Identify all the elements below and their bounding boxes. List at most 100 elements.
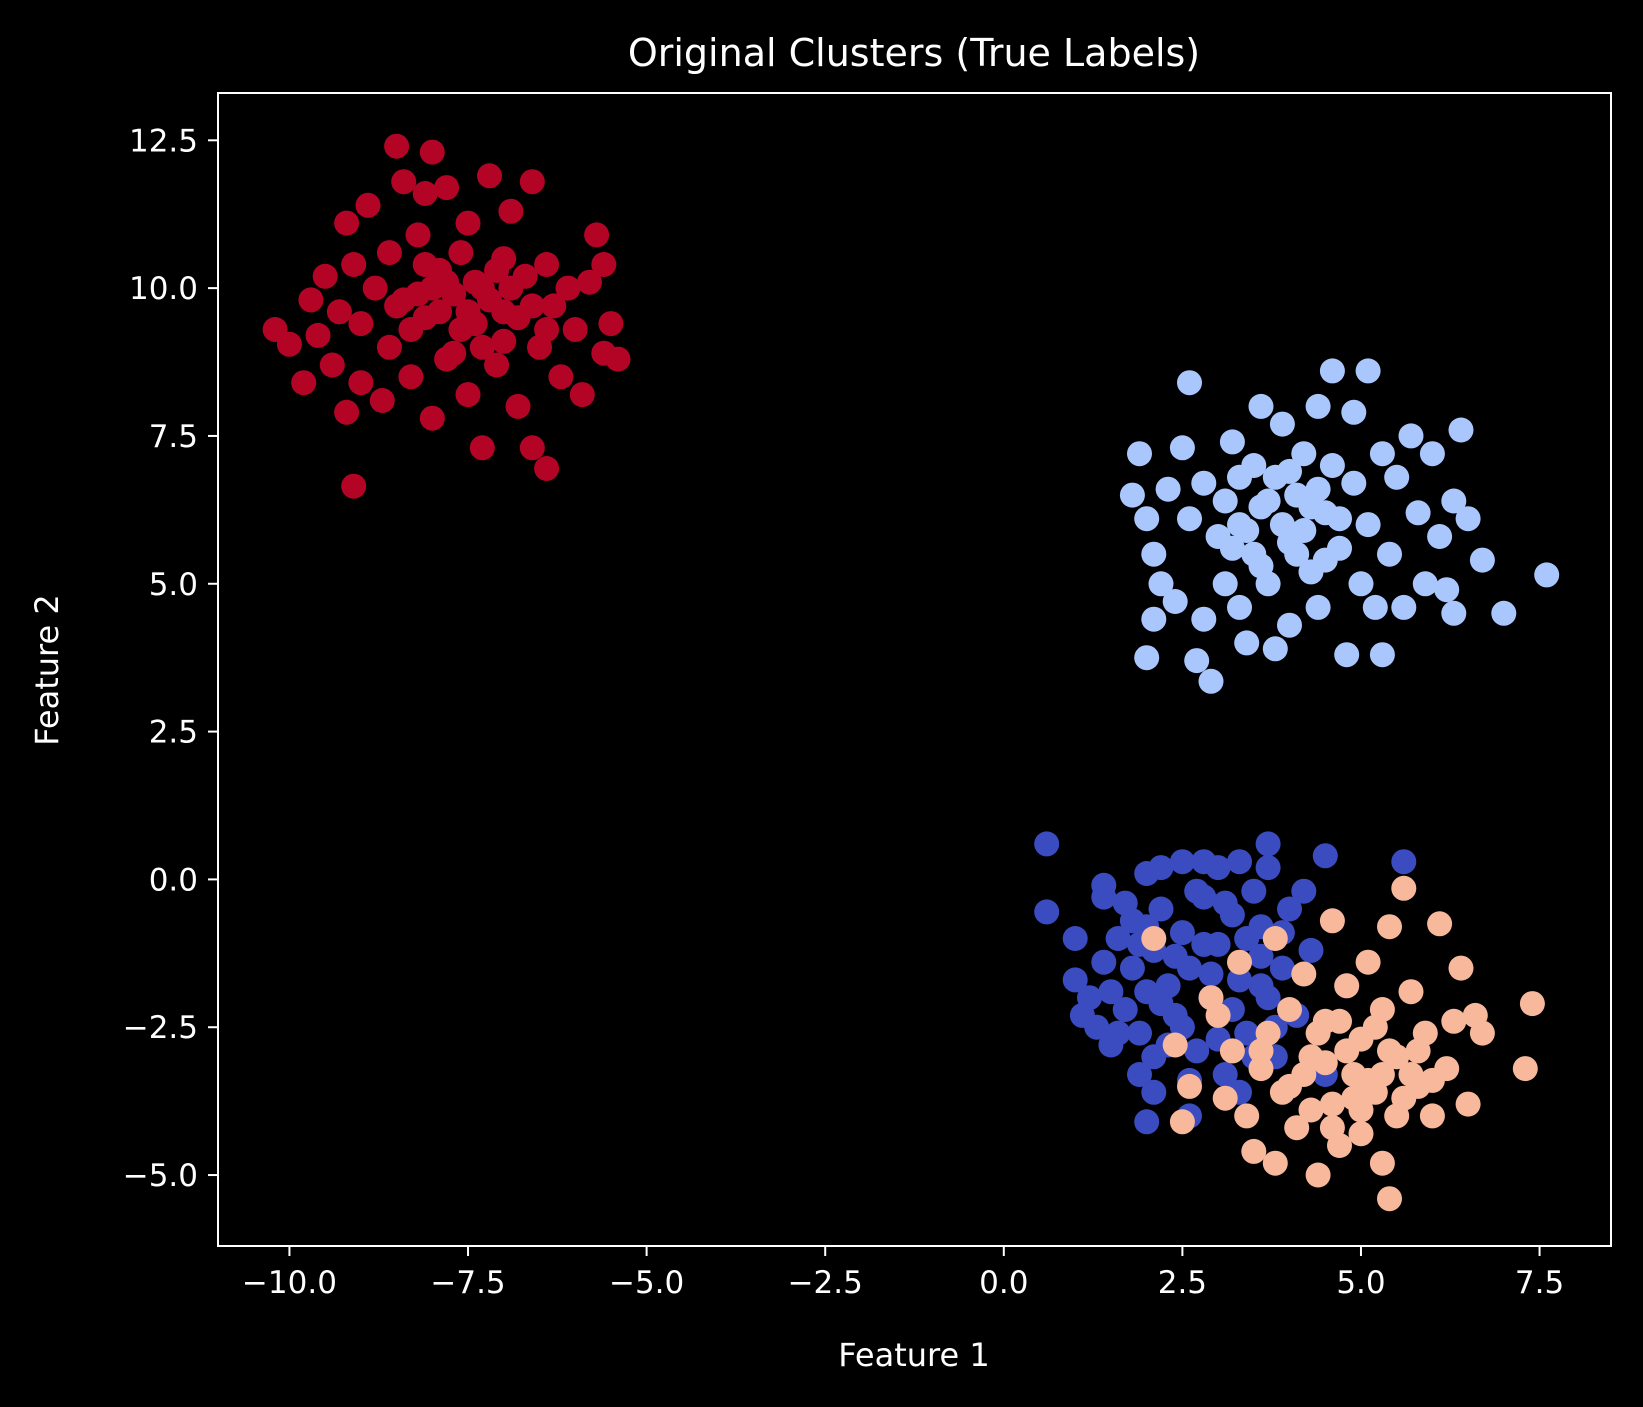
scatter-point	[1341, 399, 1367, 425]
scatter-point	[1362, 594, 1388, 620]
scatter-point	[1291, 961, 1317, 987]
x-tick-label: 5.0	[1336, 1265, 1385, 1301]
scatter-point	[1141, 606, 1167, 632]
scatter-point	[1391, 594, 1417, 620]
scatter-point	[1398, 1062, 1424, 1087]
scatter-point	[1141, 541, 1167, 567]
scatter-point	[1205, 855, 1231, 881]
scatter-point	[1248, 943, 1274, 969]
x-tick-label: 0.0	[979, 1265, 1028, 1301]
scatter-point	[1148, 571, 1174, 597]
x-tick-label: −10.0	[242, 1265, 337, 1301]
scatter-point	[341, 473, 367, 499]
scatter-point	[1227, 849, 1252, 875]
y-tick-label: 5.0	[149, 567, 198, 603]
scatter-point	[577, 269, 602, 295]
scatter-point	[405, 281, 431, 307]
scatter-point	[1419, 1067, 1445, 1093]
scatter-point	[341, 252, 367, 277]
scatter-point	[1262, 636, 1288, 662]
scatter-point	[1512, 1056, 1538, 1082]
scatter-point	[1405, 500, 1431, 526]
scatter-point	[1262, 1150, 1288, 1176]
scatter-point	[1434, 577, 1460, 603]
scatter-point	[1212, 1085, 1238, 1111]
scatter-point	[448, 240, 474, 266]
scatter-point	[1298, 494, 1324, 520]
scatter-point	[1441, 1008, 1467, 1034]
scatter-point	[1198, 668, 1224, 694]
scatter-point	[1455, 506, 1481, 532]
scatter-point	[1234, 518, 1260, 543]
scatter-point	[1298, 1097, 1324, 1123]
scatter-point	[1034, 831, 1060, 857]
x-tick-label: 2.5	[1158, 1265, 1207, 1301]
scatter-point	[405, 222, 431, 248]
scatter-point	[1219, 429, 1245, 455]
y-tick-label: −5.0	[123, 1158, 198, 1194]
scatter-point	[1334, 973, 1360, 999]
scatter-point	[1312, 547, 1338, 573]
scatter-point	[1191, 931, 1217, 957]
scatter-point	[1241, 878, 1267, 904]
scatter-point	[1391, 1085, 1417, 1111]
scatter-point	[1291, 441, 1317, 467]
scatter-point	[1169, 435, 1195, 461]
scatter-point	[1141, 926, 1167, 951]
scatter-point	[1212, 1062, 1238, 1087]
scatter-point	[391, 169, 417, 195]
scatter-point	[1212, 890, 1238, 916]
scatter-point	[1062, 926, 1088, 951]
scatter-point	[1134, 1109, 1160, 1135]
scatter-point	[462, 269, 488, 295]
scatter-point	[1334, 642, 1360, 668]
scatter-point	[376, 334, 402, 360]
scatter-point	[1369, 642, 1395, 668]
scatter-point	[1255, 488, 1281, 514]
scatter-point	[1305, 1162, 1331, 1188]
scatter-point	[1141, 1079, 1167, 1105]
scatter-point	[1184, 1038, 1210, 1064]
scatter-point	[562, 317, 588, 342]
scatter-point	[298, 287, 324, 313]
x-tick-label: −5.0	[609, 1265, 684, 1301]
scatter-point	[398, 317, 424, 342]
scatter-point	[291, 370, 317, 396]
scatter-point	[1369, 441, 1395, 467]
scatter-point	[548, 364, 574, 390]
scatter-point	[1312, 843, 1338, 869]
scatter-point	[1405, 1038, 1431, 1064]
scatter-point	[1291, 878, 1317, 904]
scatter-point	[1284, 1115, 1310, 1141]
scatter-point	[348, 311, 374, 337]
scatter-point	[319, 352, 345, 378]
scatter-point	[1348, 571, 1374, 597]
scatter-point	[1255, 855, 1281, 881]
scatter-point	[1519, 991, 1545, 1017]
scatter-point	[1255, 831, 1281, 857]
scatter-point	[1312, 1050, 1338, 1076]
scatter-point	[1177, 1073, 1202, 1099]
scatter-point	[455, 210, 481, 236]
scatter-point	[1277, 997, 1302, 1022]
scatter-point	[1191, 470, 1217, 496]
scatter-point	[1491, 600, 1517, 626]
scatter-point	[1441, 488, 1467, 514]
scatter-point	[1112, 890, 1138, 916]
scatter-point	[384, 293, 410, 319]
chart-title: Original Clusters (True Labels)	[628, 31, 1200, 75]
scatter-point	[1327, 506, 1352, 532]
scatter-point	[1455, 1091, 1481, 1117]
scatter-point	[1369, 1062, 1395, 1087]
scatter-point	[1141, 1044, 1167, 1070]
scatter-point	[1234, 1103, 1260, 1129]
scatter-point	[1355, 358, 1381, 384]
scatter-point	[1248, 1038, 1274, 1064]
scatter-point	[519, 169, 545, 195]
scatter-point	[1419, 441, 1445, 467]
scatter-point	[1448, 955, 1474, 981]
scatter-point	[376, 240, 402, 266]
scatter-point	[1169, 920, 1195, 946]
scatter-point	[362, 275, 388, 301]
